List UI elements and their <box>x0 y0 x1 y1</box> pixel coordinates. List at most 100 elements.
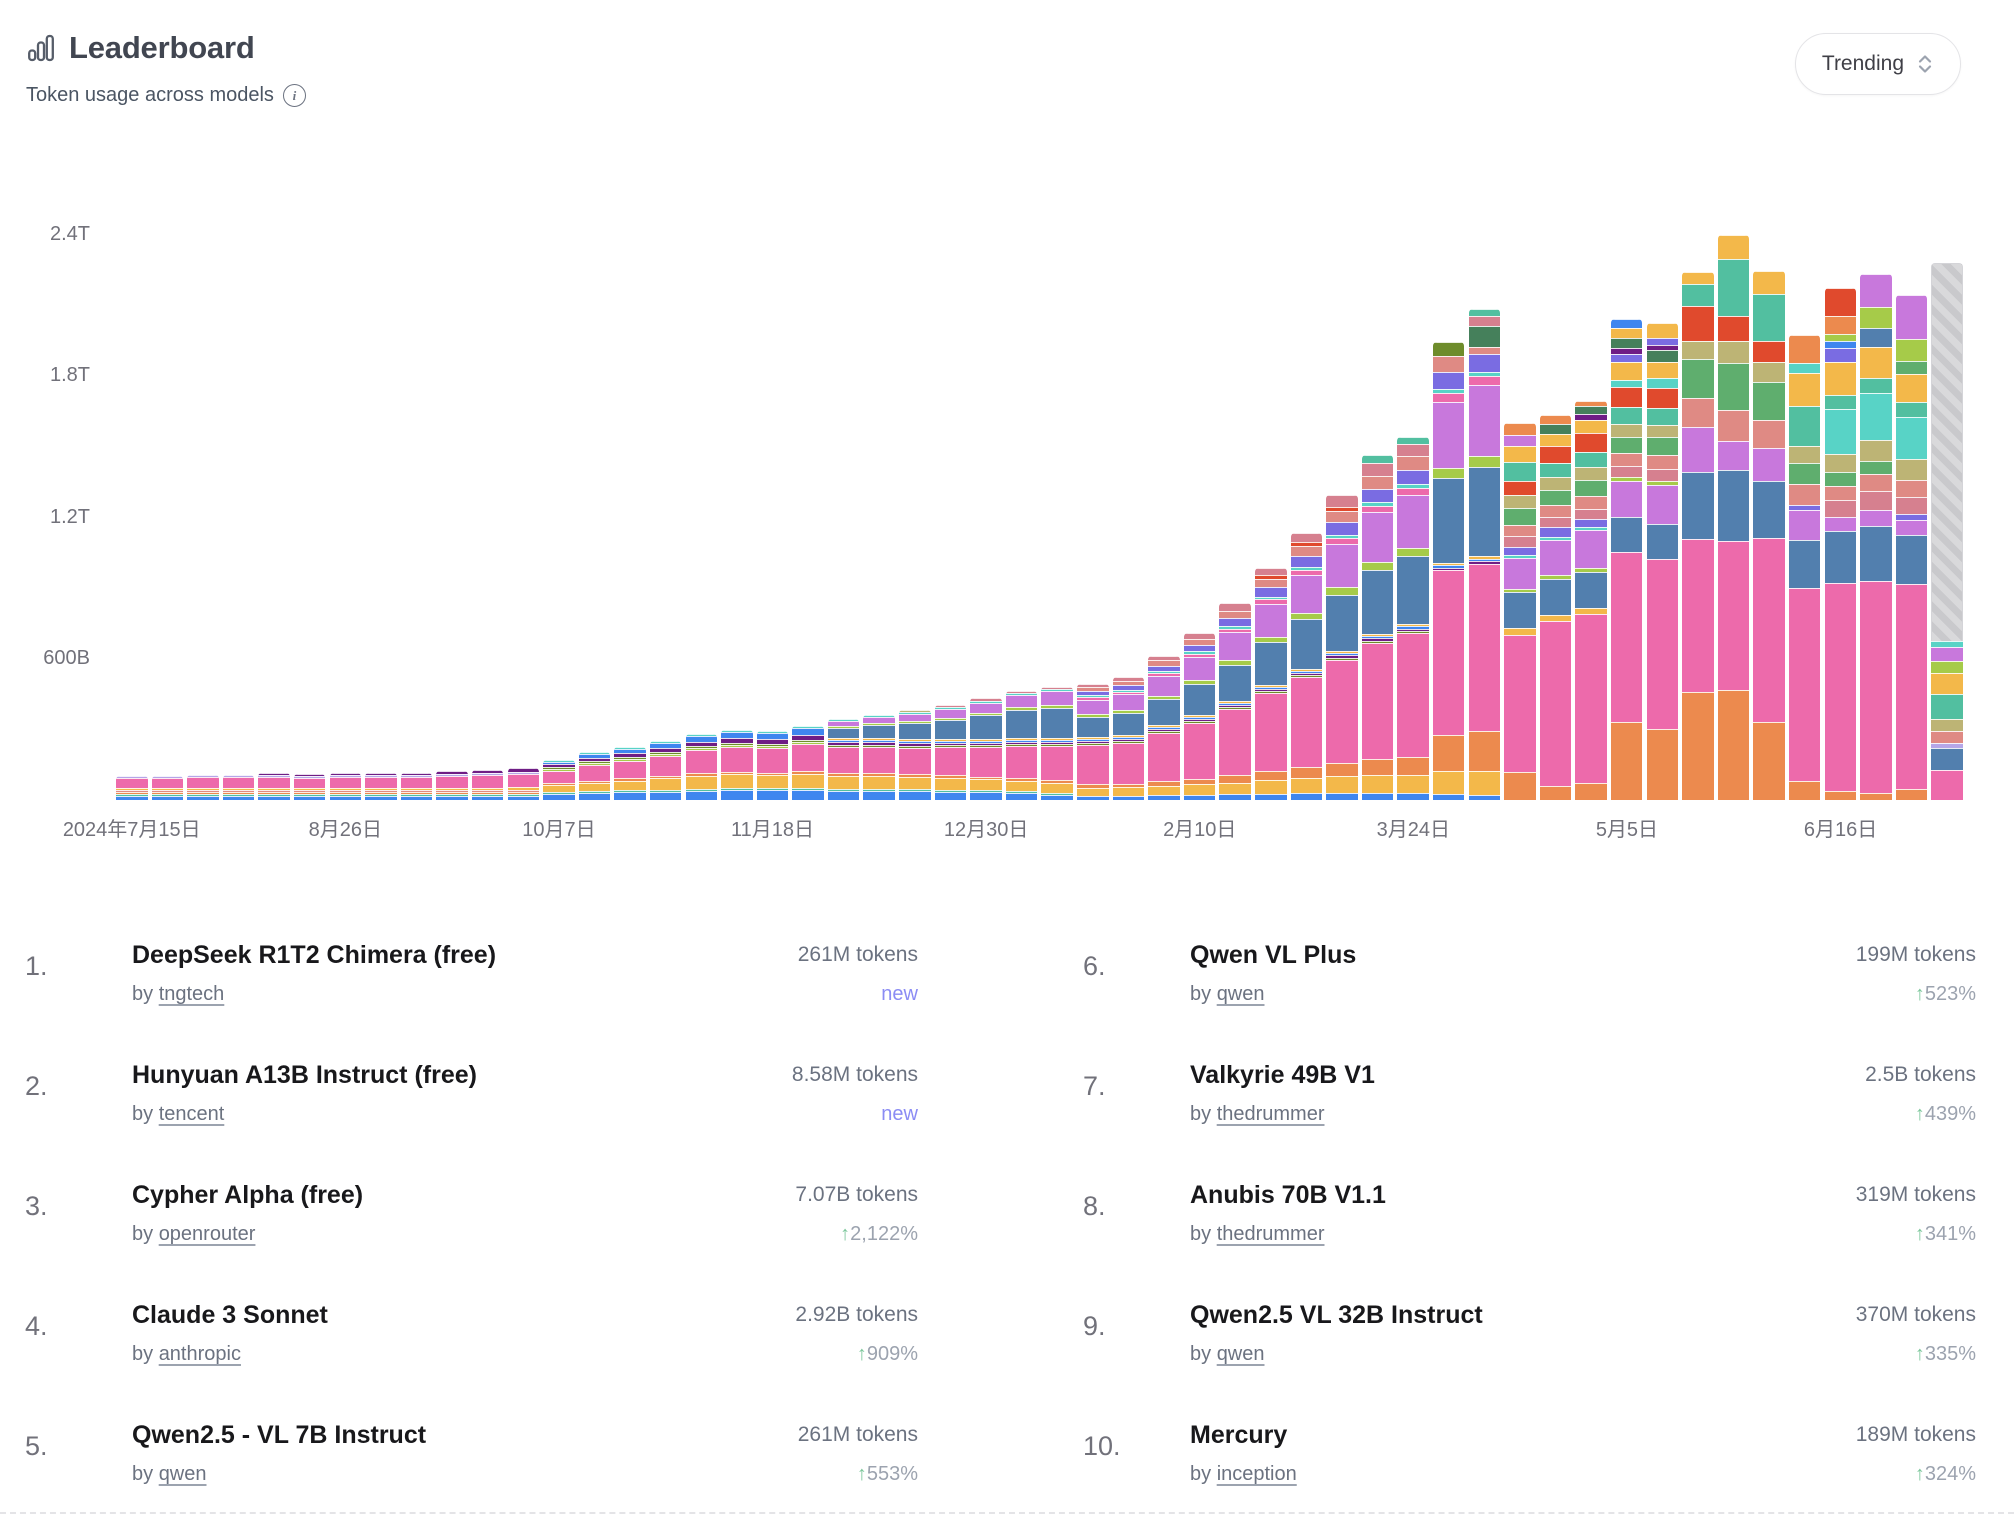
chart-bar[interactable] <box>1077 684 1109 800</box>
chart-bar-segment <box>827 742 860 746</box>
model-name-link[interactable]: Qwen2.5 VL 32B Instruct <box>1190 1301 1483 1329</box>
bar-chart-icon <box>27 34 55 62</box>
trending-sort-button[interactable]: Trending <box>1794 33 1961 95</box>
author-link[interactable]: qwen <box>158 1463 207 1485</box>
chart-bar-segment <box>151 775 184 778</box>
chart-bar-segment <box>1468 466 1501 557</box>
chart-bar[interactable] <box>1219 602 1251 800</box>
chart-bar[interactable] <box>1432 342 1465 800</box>
chart-bar[interactable] <box>1860 273 1892 800</box>
chart-bar[interactable] <box>222 775 255 800</box>
author-link[interactable]: thedrummer <box>1216 1223 1325 1245</box>
chart-bar[interactable] <box>1539 415 1572 800</box>
chart-bar[interactable] <box>1148 656 1180 800</box>
chart-bar[interactable] <box>1824 287 1856 800</box>
author-link[interactable]: inception <box>1216 1463 1297 1485</box>
chart-bar-segment <box>1397 455 1429 470</box>
chart-bar[interactable] <box>1646 323 1679 800</box>
chart-bar-segment <box>1895 496 1928 515</box>
chart-bar[interactable] <box>1041 686 1073 800</box>
model-name-link[interactable]: Cypher Alpha (free) <box>132 1181 364 1209</box>
chart-bar[interactable] <box>1005 690 1038 800</box>
chart-bar[interactable] <box>293 773 326 800</box>
chart-bar[interactable] <box>507 768 540 800</box>
chart-bar-segment <box>934 709 967 718</box>
author-link[interactable]: tencent <box>158 1103 225 1125</box>
chart-bar-segment <box>1361 635 1394 639</box>
chart-bar[interactable] <box>1183 632 1216 800</box>
chart-bar[interactable] <box>543 759 575 800</box>
chart-bar-segment <box>1361 505 1394 513</box>
chart-bar-segment <box>1077 741 1109 744</box>
chart-bar-segment <box>1361 638 1394 641</box>
chart-bar-segment <box>1326 594 1358 652</box>
chart-bar[interactable] <box>365 773 397 800</box>
chart-bar[interactable] <box>863 715 895 800</box>
chart-bar-segment <box>1504 435 1536 446</box>
chart-bar[interactable] <box>1682 271 1714 800</box>
chart-bar[interactable] <box>1504 422 1536 800</box>
chart-bar[interactable] <box>1326 495 1358 800</box>
chart-bar[interactable] <box>970 697 1002 800</box>
chart-bar[interactable] <box>685 734 717 800</box>
chart-bar[interactable] <box>258 773 290 800</box>
chart-bar[interactable] <box>1610 318 1643 800</box>
chart-bar[interactable] <box>721 729 753 800</box>
chart-bar[interactable] <box>899 710 931 800</box>
model-name-link[interactable]: DeepSeek R1T2 Chimera (free) <box>132 941 497 969</box>
chart-bar[interactable] <box>1361 455 1394 800</box>
chart-bar[interactable] <box>1717 234 1750 800</box>
chart-bar[interactable] <box>1468 309 1501 800</box>
model-name-link[interactable]: Anubis 70B V1.1 <box>1190 1181 1386 1209</box>
chart-bar[interactable] <box>1290 532 1323 800</box>
chart-bar[interactable] <box>471 769 504 800</box>
model-name-link[interactable]: Mercury <box>1190 1421 1288 1449</box>
model-name-link[interactable]: Qwen VL Plus <box>1190 941 1357 969</box>
chart-bar[interactable] <box>578 752 611 800</box>
chart-bar[interactable] <box>1788 335 1821 800</box>
model-name-link[interactable]: Hunyuan A13B Instruct (free) <box>132 1061 477 1089</box>
chart-bar[interactable] <box>756 731 789 800</box>
chart-bar[interactable] <box>827 718 860 800</box>
chart-bar-segment <box>1255 578 1287 588</box>
chart-bar[interactable] <box>614 746 646 800</box>
chart-bar-segment <box>934 705 967 708</box>
chart-bar[interactable] <box>1895 295 1928 800</box>
chart-bar-segment <box>1005 737 1038 740</box>
author-link[interactable]: qwen <box>1216 983 1265 1005</box>
chart-bar[interactable] <box>1397 436 1429 800</box>
token-usage-chart: 600B 1.2T 1.8T 2.4T 2024年7月15日 8月26日 10月7日 11月… <box>0 158 2014 842</box>
chart-bar-segment <box>756 738 789 744</box>
chart-bar[interactable] <box>187 775 219 800</box>
chart-bar[interactable] <box>934 705 967 800</box>
info-icon[interactable]: i <box>282 84 306 107</box>
chart-bar[interactable] <box>329 773 362 800</box>
author-link[interactable]: openrouter <box>158 1223 256 1245</box>
chart-bar[interactable] <box>151 775 184 800</box>
chart-bar[interactable] <box>116 775 148 800</box>
chart-bar[interactable] <box>1931 263 1963 800</box>
chart-bar[interactable] <box>649 741 682 800</box>
author-link[interactable]: anthropic <box>158 1343 241 1365</box>
chart-bar-segment <box>756 775 789 789</box>
chart-bar[interactable] <box>436 771 468 800</box>
chart-bar-segment <box>116 791 148 794</box>
chart-bar[interactable] <box>792 726 824 800</box>
chart-bar-segment <box>1824 333 1856 342</box>
chart-bar[interactable] <box>1112 677 1145 800</box>
chart-bar[interactable] <box>1255 567 1287 800</box>
chart-bar[interactable] <box>1753 271 1785 800</box>
model-author-line: by qwen <box>1190 983 1265 1005</box>
model-name-link[interactable]: Qwen2.5 - VL 7B Instruct <box>132 1421 427 1449</box>
author-link[interactable]: tngtech <box>158 983 225 1005</box>
chart-bar-segment <box>1148 673 1180 677</box>
chart-bar[interactable] <box>400 772 433 800</box>
chart-bar-segment <box>1753 271 1785 294</box>
model-name-link[interactable]: Claude 3 Sonnet <box>132 1301 328 1329</box>
chart-bar-segment <box>1255 793 1287 800</box>
chart-bar[interactable] <box>1575 401 1607 800</box>
author-link[interactable]: qwen <box>1216 1343 1265 1365</box>
model-name-link[interactable]: Valkyrie 49B V1 <box>1190 1061 1375 1089</box>
chart-bar-segment <box>578 780 611 783</box>
author-link[interactable]: thedrummer <box>1216 1103 1325 1125</box>
